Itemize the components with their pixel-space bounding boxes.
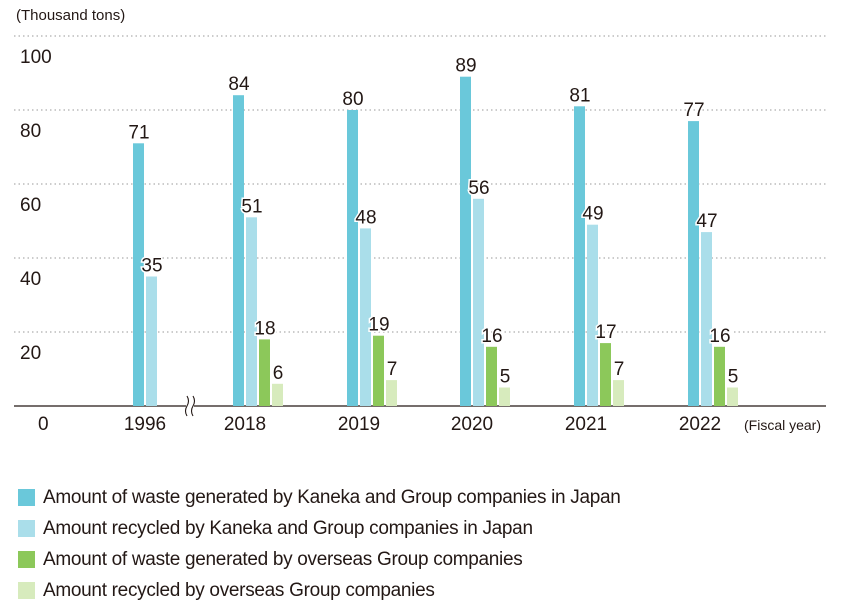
y-tick-label: 80 (20, 121, 41, 142)
bar (473, 198, 484, 406)
y-tick-label: 40 (20, 269, 41, 290)
bar (373, 335, 384, 406)
data-label: 16 (709, 326, 730, 347)
bar (613, 380, 624, 406)
axis-break-gap (186, 394, 194, 418)
data-label: 80 (342, 89, 363, 110)
x-tick-label: 2019 (338, 414, 380, 435)
y-tick-label: 100 (20, 47, 52, 68)
bar (600, 343, 611, 406)
data-label: 84 (228, 74, 250, 95)
bar (587, 224, 598, 406)
data-label: 47 (696, 211, 717, 232)
x-tick-label: 2020 (451, 414, 493, 435)
bar (714, 346, 725, 406)
data-label: 17 (595, 322, 616, 343)
data-label: 49 (582, 204, 603, 225)
legend-label: Amount of waste generated by Kaneka and … (43, 486, 621, 508)
data-label: 18 (254, 318, 275, 339)
y-tick-label: 0 (38, 414, 49, 435)
data-label: 56 (468, 178, 489, 199)
legend-item-domestic-waste: Amount of waste generated by Kaneka and … (18, 482, 621, 513)
bar (486, 346, 497, 406)
legend-item-overseas-waste: Amount of waste generated by overseas Gr… (18, 544, 621, 575)
x-unit-label: (Fiscal year) (744, 417, 821, 433)
data-label: 77 (683, 100, 704, 121)
legend: Amount of waste generated by Kaneka and … (18, 482, 621, 606)
bar (688, 121, 699, 406)
x-tick-label: 1996 (124, 414, 166, 435)
x-tick-label: 2022 (679, 414, 721, 435)
y-tick-label: 60 (20, 195, 41, 216)
bar-chart: (Thousand tons) 0 20 40 60 80 100 71 35 1996 84 51 1… (14, 7, 826, 435)
data-label: 51 (241, 196, 262, 217)
bar (259, 339, 270, 406)
legend-swatch (18, 489, 35, 506)
bar (272, 383, 283, 406)
data-label: 81 (569, 85, 590, 106)
bar (347, 110, 358, 406)
legend-label: Amount recycled by overseas Group compan… (43, 579, 435, 601)
bar (146, 276, 157, 406)
legend-swatch (18, 582, 35, 599)
legend-label: Amount of waste generated by overseas Gr… (43, 548, 523, 570)
axis-break-mark (184, 395, 190, 417)
legend-swatch (18, 551, 35, 568)
y-unit-label: (Thousand tons) (16, 7, 125, 24)
bar (574, 106, 585, 407)
bar (233, 95, 244, 406)
data-label: 16 (481, 326, 502, 347)
bar (360, 228, 371, 406)
data-label: 35 (141, 256, 162, 277)
data-label: 5 (728, 367, 739, 388)
data-label: 5 (500, 367, 511, 388)
bar (727, 387, 738, 406)
legend-label: Amount recycled by Kaneka and Group comp… (43, 517, 533, 539)
y-tick-label: 20 (20, 343, 41, 364)
bar (460, 76, 471, 406)
legend-item-overseas-recycled: Amount recycled by overseas Group compan… (18, 575, 621, 606)
bar (499, 387, 510, 406)
data-label: 89 (455, 56, 476, 77)
legend-item-domestic-recycled: Amount recycled by Kaneka and Group comp… (18, 513, 621, 544)
data-label: 19 (368, 315, 389, 336)
data-label: 7 (614, 359, 625, 380)
bar (386, 380, 397, 406)
bar (701, 232, 712, 406)
data-label: 6 (273, 363, 284, 384)
x-tick-label: 2018 (224, 414, 266, 435)
legend-swatch (18, 520, 35, 537)
data-label: 48 (355, 207, 376, 228)
bar (133, 143, 144, 407)
bar (246, 217, 257, 406)
data-label: 71 (128, 122, 149, 143)
axis-break-mark (190, 395, 196, 417)
x-tick-label: 2021 (565, 414, 607, 435)
data-label: 7 (387, 359, 398, 380)
